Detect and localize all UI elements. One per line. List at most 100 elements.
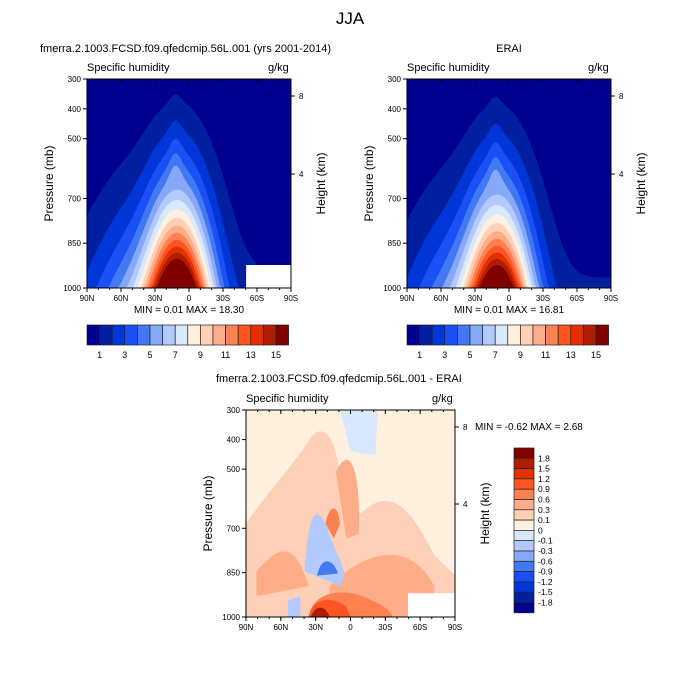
colorbar-2-box: [532, 324, 546, 346]
height-tick-label: 4: [463, 500, 468, 509]
colorbar-1-box: [86, 324, 100, 346]
colorbar-1-label: 5: [147, 350, 152, 360]
colorbar-diff-box: [513, 530, 535, 542]
colorbar-2-box: [419, 324, 433, 346]
panel-2-variable-label: Specific humidity: [407, 62, 490, 74]
colorbar-diff-box: [513, 591, 535, 603]
colorbar-2-box: [431, 324, 446, 346]
colorbar-1-label: 7: [173, 350, 178, 360]
colorbar-diff-box: [513, 519, 535, 531]
panel-2-units-label: g/kg: [588, 62, 609, 74]
colorbar-2-box: [583, 324, 597, 346]
panel-3-stats: MIN = -0.62 MAX = 2.68: [475, 422, 583, 433]
height-tick-label: 8: [619, 92, 624, 101]
lat-tick-label: 90N: [400, 294, 415, 303]
colorbar-1-box: [174, 324, 189, 346]
pressure-tick-label: 400: [388, 105, 402, 114]
pressure-tick-label: 700: [388, 194, 402, 203]
colorbar-diff-label: -1.8: [538, 598, 553, 608]
difference-contour-region: [317, 561, 338, 576]
colorbar-2-box: [570, 324, 584, 346]
colorbar-diff-label: -0.1: [538, 536, 553, 546]
difference-contour-region: [335, 459, 360, 539]
colorbar-diff-label: -0.6: [538, 556, 553, 566]
colorbar-2-label: 11: [541, 350, 550, 360]
lat-tick-label: 30N: [468, 294, 483, 303]
lat-tick-label: 0: [348, 623, 353, 632]
lat-tick-label: 30S: [378, 623, 392, 632]
panel-2-contours: [407, 79, 611, 288]
colorbar-1-box: [275, 324, 289, 346]
height-axis-label: Height (km): [634, 152, 648, 214]
colorbar-1-box: [124, 324, 138, 346]
lat-tick-label: 90N: [80, 294, 95, 303]
lat-tick-label: 90S: [604, 294, 618, 303]
colorbar-2-label: 15: [591, 350, 601, 360]
colorbar-1-box: [111, 324, 126, 346]
colorbar-1-label: 11: [221, 350, 230, 360]
pressure-tick-label: 850: [388, 239, 402, 248]
colorbar-2-box: [557, 324, 572, 346]
lat-tick-label: 0: [187, 294, 192, 303]
pressure-tick-label: 1000: [63, 284, 81, 293]
colorbar-diff-box: [513, 478, 535, 490]
lat-tick-label: 60N: [434, 294, 449, 303]
colorbar-1-box: [99, 324, 113, 346]
pressure-tick-label: 400: [227, 436, 241, 445]
colorbar-1-label: 3: [122, 350, 127, 360]
contour-fill-level-14: [407, 258, 611, 288]
lat-tick-label: 90N: [239, 623, 254, 632]
panel-1-contours: [87, 79, 291, 289]
colorbar-diff-box: [513, 550, 535, 562]
panel-3-units-label: g/kg: [432, 393, 453, 405]
pressure-axis-label: Pressure (mb): [201, 475, 215, 551]
pressure-tick-label: 700: [227, 524, 241, 533]
height-axis-label: Height (km): [478, 482, 492, 544]
panel-1-title: fmerra.2.1003.FCSD.f09.qfedcmip.56L.001 …: [40, 43, 332, 55]
colorbar-1-box: [250, 324, 264, 346]
pressure-tick-label: 300: [388, 75, 402, 84]
colorbar-diff-box: [513, 540, 535, 552]
contour-fill-level-15: [407, 264, 611, 288]
colorbar-2-label: 5: [467, 350, 472, 360]
difference-contour-region: [310, 607, 330, 617]
colorbar-1-box: [187, 324, 201, 346]
colorbar-1-box: [162, 324, 176, 346]
colorbar-2-box: [457, 324, 471, 346]
colorbar-diff-label: -0.3: [538, 546, 553, 556]
colorbar-diff-box: [513, 457, 535, 469]
lat-tick-label: 30S: [536, 294, 550, 303]
colorbar-2-box: [482, 324, 496, 346]
difference-contour-region: [325, 508, 341, 539]
lat-tick-label: 60S: [413, 623, 427, 632]
lat-tick-label: 30N: [308, 623, 323, 632]
pressure-tick-label: 400: [68, 105, 82, 114]
height-tick-label: 4: [619, 170, 624, 179]
pressure-tick-label: 850: [68, 239, 82, 248]
colorbar-diff-box: [513, 571, 535, 583]
colorbar-1-box: [200, 324, 214, 346]
colorbar-diff-label: 0.9: [538, 484, 550, 494]
colorbar-2-label: 13: [566, 350, 576, 360]
height-tick-label: 8: [463, 423, 468, 432]
colorbar-1-label: 15: [271, 350, 281, 360]
pressure-tick-label: 850: [227, 569, 241, 578]
pressure-tick-label: 300: [68, 75, 82, 84]
colorbar-1-label: 9: [198, 350, 203, 360]
colorbar-1-box: [263, 324, 277, 346]
panel-3-title: fmerra.2.1003.FCSD.f09.qfedcmip.56L.001 …: [216, 373, 462, 385]
height-tick-label: 8: [299, 92, 304, 101]
pressure-tick-label: 1000: [222, 613, 240, 622]
colorbar-1-box: [225, 324, 239, 346]
colorbar-2-label: 7: [493, 350, 498, 360]
colorbar-diff-label: 1.5: [538, 464, 550, 474]
pressure-tick-label: 1000: [383, 284, 401, 293]
difference-contour-region: [287, 596, 301, 617]
lat-tick-label: 90S: [284, 294, 298, 303]
colorbar-diff-box: [513, 581, 535, 593]
contour-fill-level-15: [87, 258, 291, 288]
panel-1-variable-label: Specific humidity: [87, 62, 170, 74]
colorbar-1-box: [137, 324, 151, 346]
colorbar-2-box: [507, 324, 521, 346]
colorbar-2-box: [469, 324, 483, 346]
